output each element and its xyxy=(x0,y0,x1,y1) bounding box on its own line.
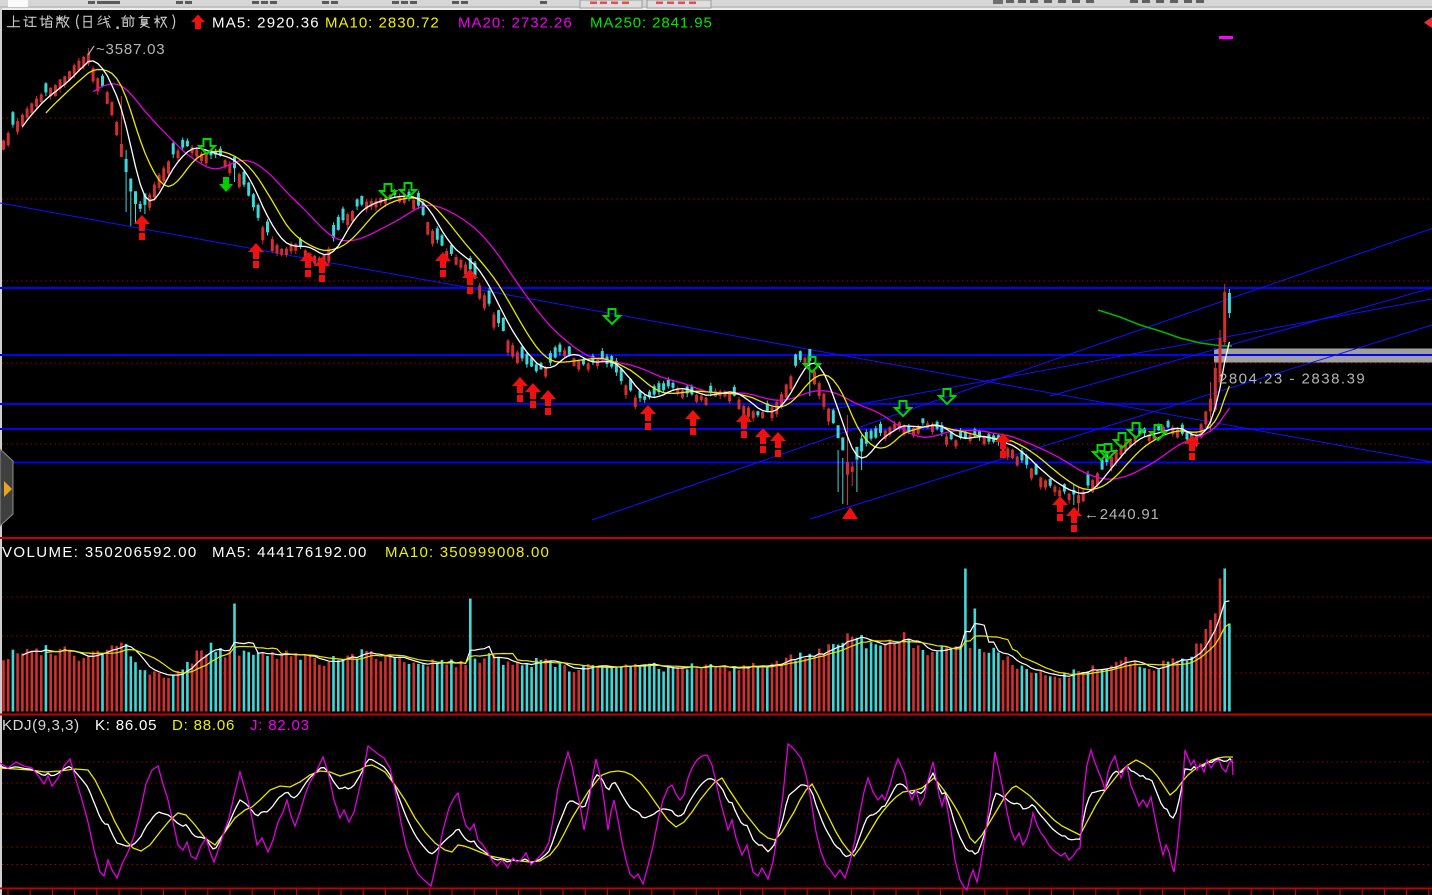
svg-text:D: 88.06: D: 88.06 xyxy=(172,717,235,734)
svg-text:MA10: 2830.72: MA10: 2830.72 xyxy=(325,15,440,32)
svg-text:VOLUME: 350206592.00: VOLUME: 350206592.00 xyxy=(2,544,198,561)
svg-text:KDJ(9,3,3): KDJ(9,3,3) xyxy=(2,717,80,734)
svg-text:J: 82.03: J: 82.03 xyxy=(250,717,310,734)
svg-text:MA5: 2920.36: MA5: 2920.36 xyxy=(212,15,320,32)
svg-text:MA250: 2841.95: MA250: 2841.95 xyxy=(590,15,713,32)
svg-text:MA5: 444176192.00: MA5: 444176192.00 xyxy=(212,544,368,561)
svg-text:←2440.91: ←2440.91 xyxy=(1084,506,1160,523)
svg-text:2804.23 - 2838.39: 2804.23 - 2838.39 xyxy=(1219,371,1366,388)
svg-text:K: 86.05: K: 86.05 xyxy=(95,717,157,734)
svg-text:MA10: 350999008.00: MA10: 350999008.00 xyxy=(385,544,550,561)
svg-text:~3587.03: ~3587.03 xyxy=(96,41,165,58)
svg-text:MA20: 2732.26: MA20: 2732.26 xyxy=(458,15,573,32)
